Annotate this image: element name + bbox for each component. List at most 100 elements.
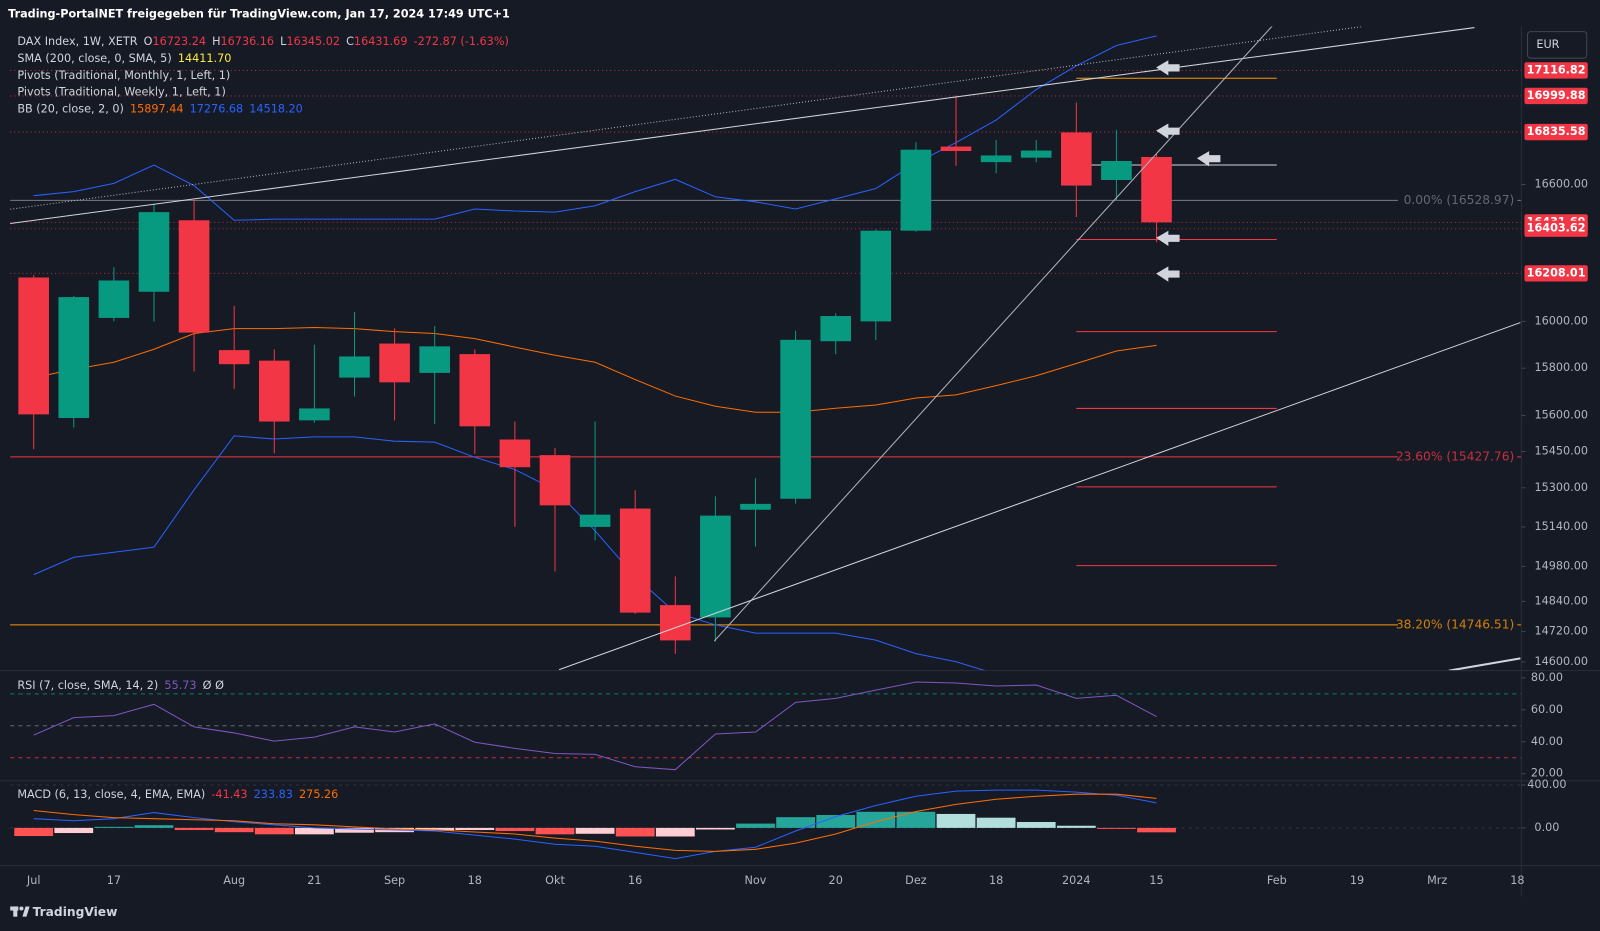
y-tick-label: 14720.00	[1534, 625, 1588, 638]
y-tick-label: 40.00	[1531, 735, 1563, 748]
legend-value: 16736.16	[221, 35, 275, 48]
macd-histogram-bar	[575, 827, 615, 834]
arrow	[1156, 266, 1180, 282]
y-tick-label: 14600.00	[1534, 655, 1588, 668]
macd-histogram-bar	[214, 827, 254, 833]
legend-name: SMA (200, close, 0, SMA, 5)	[17, 52, 171, 65]
candle-body	[379, 343, 410, 383]
fib-label: 23.60% (15427.76)	[1396, 449, 1514, 463]
y-tick-label: 14840.00	[1534, 594, 1588, 607]
legend-line: BB (20, close, 2, 0) 15897.44 17276.68 1451…	[17, 102, 302, 115]
candle-body	[18, 277, 49, 415]
chart-root: 0.00% (16528.97) 23.60% (15427.76) 38.20% …	[0, 7, 1600, 919]
x-tick-label: 17	[107, 874, 121, 887]
legend-value: 14411.70	[178, 52, 232, 65]
candle-body	[940, 146, 972, 152]
legend-value: 14518.20	[249, 102, 303, 115]
legend-value: 16431.69	[354, 35, 408, 48]
candle-body	[1101, 161, 1132, 180]
y-tick-label: 80.00	[1531, 671, 1563, 684]
legend-value: Ø Ø	[203, 679, 224, 692]
macd-histogram-bar	[134, 825, 174, 828]
overlay: Trading-PortalNET freigegeben für Tradin…	[0, 7, 1600, 919]
candle-body	[700, 515, 731, 618]
currency-box[interactable]	[1527, 31, 1588, 59]
currency[interactable]: EUR	[1536, 38, 1559, 51]
macd-histogram-bar	[936, 813, 976, 828]
x-tick-label: Mrz	[1427, 874, 1447, 887]
macd-histogram-bar	[1016, 821, 1056, 828]
candle-body	[579, 514, 611, 527]
macd-histogram-bar	[335, 827, 374, 833]
candle-body	[1141, 156, 1172, 223]
candle-body	[459, 354, 491, 427]
legend-key: L	[280, 35, 287, 48]
y-tick-label: 15450.00	[1534, 445, 1588, 458]
legend-name: Pivots (Traditional, Monthly, 1, Left, 1…	[17, 69, 230, 82]
x-tick-label: 16	[628, 874, 642, 887]
trend-line	[1448, 657, 1521, 671]
price-label-box	[1524, 87, 1588, 105]
candle-body	[900, 149, 932, 231]
x-tick-label: Aug	[223, 874, 245, 887]
candle-body	[339, 356, 370, 378]
arrows	[1156, 60, 1221, 282]
drawings	[10, 26, 1521, 671]
candle-body	[1061, 132, 1092, 186]
y-tick-label: 60.00	[1531, 703, 1563, 716]
arrow	[1156, 60, 1180, 76]
rsi-pane	[10, 681, 1522, 771]
legend-line: Pivots (Traditional, Weekly, 1, Left, 1)	[17, 86, 225, 99]
x-tick-label: 2024	[1062, 874, 1091, 887]
x-tick-label: Okt	[545, 874, 565, 887]
x-tick-label: Nov	[745, 874, 767, 887]
legend-line: RSI (7, close, SMA, 14, 2) 55.73 Ø Ø	[17, 679, 224, 692]
candle-body	[98, 280, 130, 318]
footer-brand: TradingView	[33, 905, 118, 919]
macd-histogram-bar	[816, 815, 856, 828]
legend-value: 17276.68	[190, 102, 244, 115]
x-tick-label: Dez	[905, 874, 927, 887]
share-note: Trading-PortalNET freigegeben für Tradin…	[8, 7, 510, 20]
legend-value: -41.43	[211, 788, 247, 801]
macd-histogram-bar	[1137, 827, 1176, 833]
legend-name: MACD (6, 13, close, 4, EMA, EMA)	[17, 788, 205, 801]
price-label: 17116.82	[1527, 63, 1586, 76]
candle-body	[178, 220, 210, 333]
trend-line	[713, 26, 1273, 642]
legend-value: 55.73	[164, 679, 196, 692]
price-label: 16403.62	[1527, 222, 1586, 235]
price-label: 16835.58	[1527, 125, 1586, 138]
legend-key: H	[212, 35, 220, 48]
legend-symbol: DAX Index, 1W, XETR	[17, 35, 137, 48]
legend-value: 16345.02	[286, 35, 340, 48]
legend-change: -272.87 (-1.63%)	[414, 35, 509, 48]
y-tick-label: 20.00	[1531, 767, 1563, 780]
legend-line: Pivots (Traditional, Monthly, 1, Left, 1…	[17, 69, 230, 82]
bollinger-line	[33, 35, 1157, 221]
x-tick-label: 20	[829, 874, 843, 887]
fib-label: 0.00% (16528.97)	[1404, 193, 1515, 207]
candle-body	[58, 297, 90, 418]
legend-key: C	[346, 35, 354, 48]
macd-histogram-bar	[94, 826, 134, 828]
candle-body	[1020, 150, 1052, 158]
legend-line: MACD (6, 13, close, 4, EMA, EMA) -41.43 23…	[17, 788, 338, 801]
macd-histogram-bar	[615, 827, 655, 837]
legend-name: BB (20, close, 2, 0)	[17, 102, 124, 115]
macd-histogram-bar	[736, 823, 775, 828]
y-tick-label: 16000.00	[1534, 314, 1588, 327]
candle-body	[258, 360, 290, 422]
candle-body	[299, 408, 330, 421]
logo	[10, 906, 30, 917]
arrow	[1156, 123, 1180, 139]
trend-line	[559, 322, 1521, 671]
candle-body	[860, 230, 892, 322]
x-tick-label: 18	[468, 874, 482, 887]
candle-body	[138, 212, 170, 292]
price-label-box	[1524, 220, 1588, 237]
rsi-line	[33, 681, 1157, 771]
macd-histogram-bar	[294, 827, 334, 835]
macd-histogram-bar	[1056, 825, 1096, 828]
